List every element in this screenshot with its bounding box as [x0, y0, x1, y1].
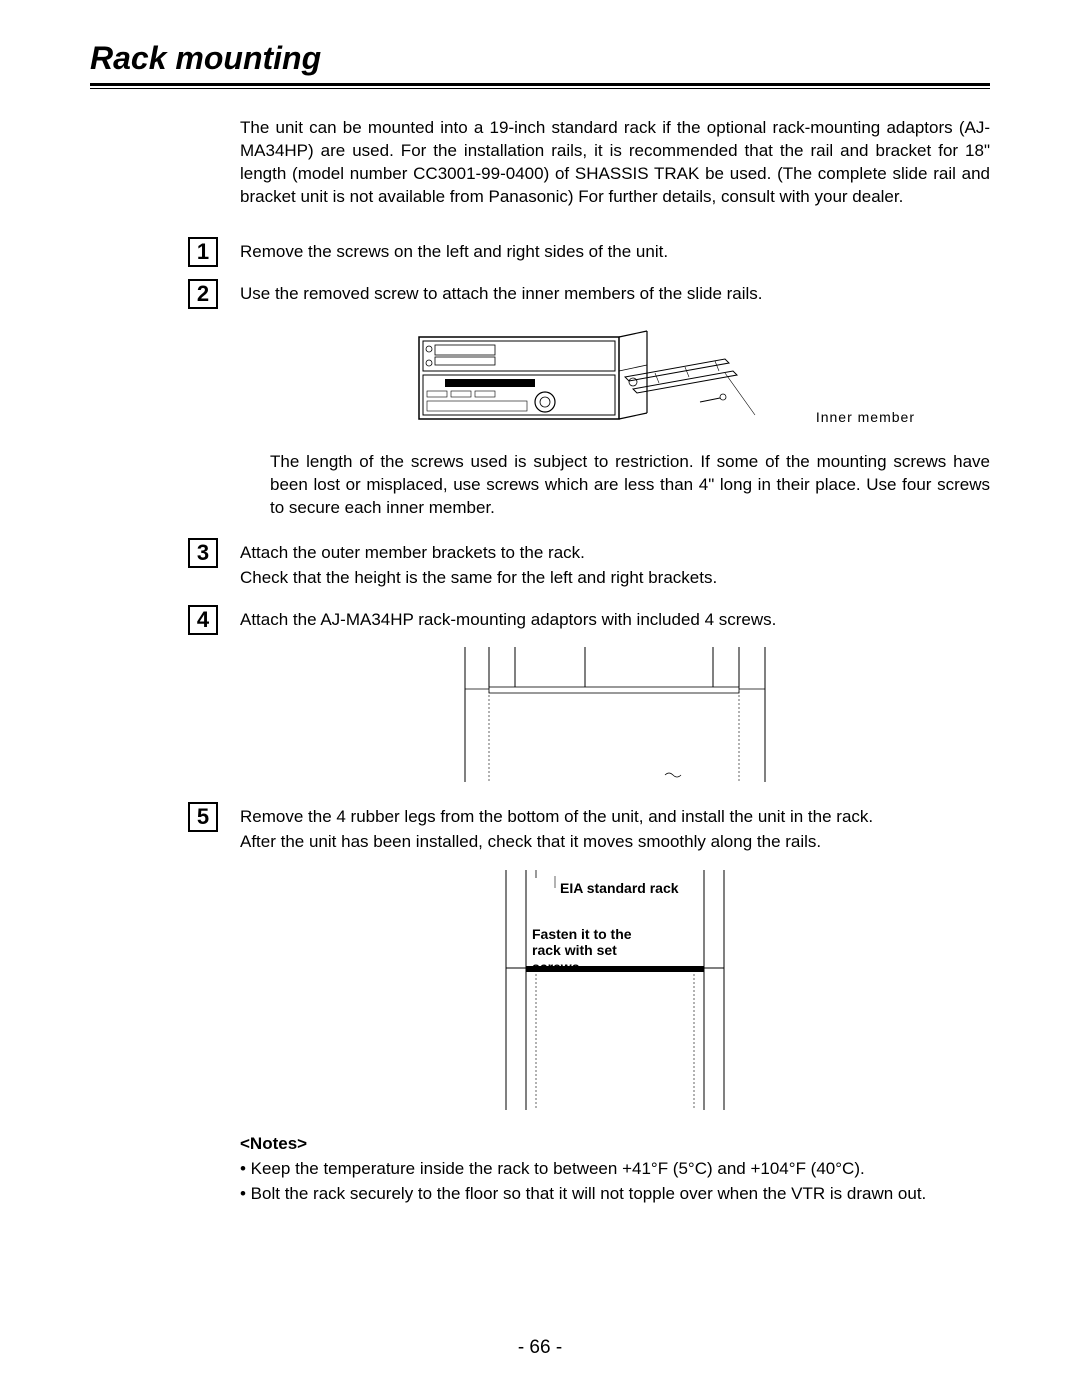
diagram3-label-fasten: Fasten it to the rack with set screws.	[532, 926, 632, 974]
step-1: 1 Remove the screws on the left and righ…	[240, 237, 990, 267]
step-1-number: 1	[188, 237, 218, 267]
step-3-line2: Check that the height is the same for th…	[240, 567, 717, 590]
step-4-text: Attach the AJ-MA34HP rack-mounting adapt…	[240, 605, 776, 632]
content-area: The unit can be mounted into a 19-inch s…	[240, 117, 990, 1206]
diagram3-label-fasten-l1: Fasten it to the	[532, 926, 632, 942]
step-2-text: Use the removed screw to attach the inne…	[240, 279, 763, 306]
step-3: 3 Attach the outer member brackets to th…	[240, 538, 990, 592]
page-number: - 66 -	[0, 1337, 1080, 1359]
step-5-line2: After the unit has been installed, check…	[240, 831, 873, 854]
step-4-number: 4	[188, 605, 218, 635]
diagram-rack-front	[455, 647, 775, 782]
intro-paragraph: The unit can be mounted into a 19-inch s…	[240, 117, 990, 209]
step-2: 2 Use the removed screw to attach the in…	[240, 279, 990, 309]
diagram-unit-with-rail: Inner member	[415, 327, 815, 437]
step-5: 5 Remove the 4 rubber legs from the bott…	[240, 802, 990, 856]
step-3-line1: Attach the outer member brackets to the …	[240, 542, 717, 565]
step-1-text: Remove the screws on the left and right …	[240, 237, 668, 264]
diagram-rack-side: EIA standard rack Fasten it to the rack …	[500, 870, 730, 1110]
step-4: 4 Attach the AJ-MA34HP rack-mounting ada…	[240, 605, 990, 635]
page-title: Rack mounting	[90, 40, 990, 77]
diagram3-label-fasten-l2: rack with set	[532, 942, 632, 958]
step-2-number: 2	[188, 279, 218, 309]
step-5-number: 5	[188, 802, 218, 832]
title-underline	[90, 83, 990, 89]
step-3-number: 3	[188, 538, 218, 568]
note-2: • Bolt the rack securely to the floor so…	[240, 1183, 990, 1206]
diagram1-label: Inner member	[816, 409, 915, 425]
diagram3-label-rack: EIA standard rack	[560, 880, 679, 896]
step-5-line1: Remove the 4 rubber legs from the bottom…	[240, 806, 873, 829]
notes-heading: <Notes>	[240, 1134, 990, 1154]
note-1: • Keep the temperature inside the rack t…	[240, 1158, 990, 1181]
step-2-sub-paragraph: The length of the screws used is subject…	[270, 451, 990, 520]
diagram3-label-fasten-l3: screws.	[532, 959, 632, 975]
